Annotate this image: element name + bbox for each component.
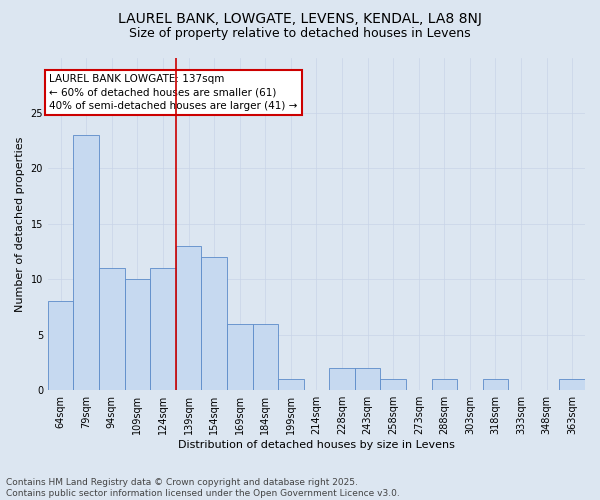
Text: LAUREL BANK LOWGATE: 137sqm
← 60% of detached houses are smaller (61)
40% of sem: LAUREL BANK LOWGATE: 137sqm ← 60% of det…: [49, 74, 298, 110]
Bar: [329, 368, 355, 390]
Bar: [278, 379, 304, 390]
Bar: [559, 379, 585, 390]
Bar: [99, 268, 125, 390]
Bar: [482, 379, 508, 390]
Bar: [431, 379, 457, 390]
Bar: [125, 280, 150, 390]
Bar: [253, 324, 278, 390]
Bar: [380, 379, 406, 390]
X-axis label: Distribution of detached houses by size in Levens: Distribution of detached houses by size …: [178, 440, 455, 450]
Text: Contains HM Land Registry data © Crown copyright and database right 2025.
Contai: Contains HM Land Registry data © Crown c…: [6, 478, 400, 498]
Y-axis label: Number of detached properties: Number of detached properties: [15, 136, 25, 312]
Bar: [48, 302, 73, 390]
Text: Size of property relative to detached houses in Levens: Size of property relative to detached ho…: [129, 28, 471, 40]
Bar: [176, 246, 202, 390]
Bar: [202, 257, 227, 390]
Bar: [73, 135, 99, 390]
Bar: [227, 324, 253, 390]
Bar: [355, 368, 380, 390]
Text: LAUREL BANK, LOWGATE, LEVENS, KENDAL, LA8 8NJ: LAUREL BANK, LOWGATE, LEVENS, KENDAL, LA…: [118, 12, 482, 26]
Bar: [150, 268, 176, 390]
